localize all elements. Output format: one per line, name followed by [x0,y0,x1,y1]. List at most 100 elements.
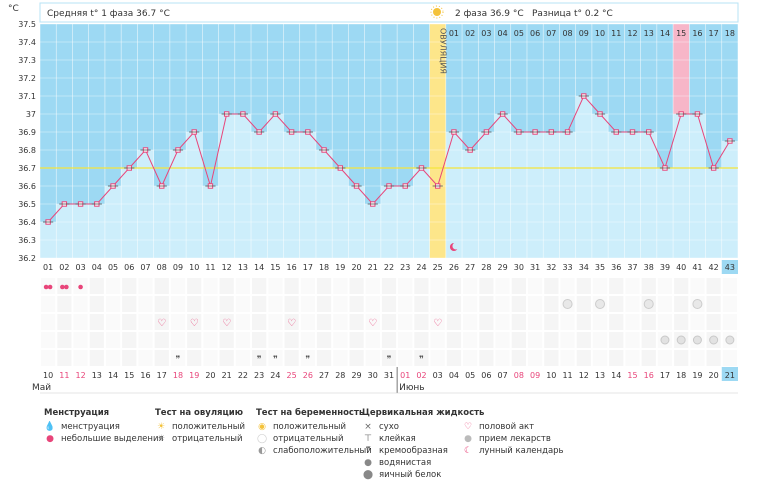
symbol-cell [138,296,153,312]
symbol-cell [511,314,526,330]
symbol-cell [446,296,462,312]
calendar-date: 18 [676,371,686,380]
symbol-cell [560,350,575,366]
symbol-cell [381,332,397,348]
cycle-day-label: 22 [384,263,394,272]
symbol-cell [674,314,689,330]
symbol-cell [73,296,88,312]
legend-ovulation-test: Тест на овуляцию ☀ положительный ☀ отрицат… [155,408,245,445]
calendar-date: 05 [465,371,475,380]
legend-cervical: Цервикальная жидкость × сухо ⊤ клейкая ❞ кр… [362,408,484,481]
symbol-cell [381,278,397,294]
symbol-cell [235,278,251,294]
month-may: Май [32,383,51,393]
legend-label: прием лекарств [479,434,551,444]
symbol-cell [544,296,559,312]
calendar-date: 04 [449,371,459,380]
symbol-cell [235,332,251,348]
symbol-cell [625,314,640,330]
symbol-cell [252,314,267,330]
symbol-cell [122,314,137,330]
legend-label: менструация [61,422,120,432]
symbol-cell [576,296,591,312]
phase2-day-label: 01 [449,29,459,38]
symbol-cell [560,278,575,294]
symbol-cell [73,314,88,330]
symbol-cell [479,278,494,294]
symbol-cell [333,332,348,348]
symbol-cell [89,296,104,312]
symbol-cell [511,332,526,348]
symbol-cell [690,350,705,366]
symbol-cell [105,350,121,366]
symbol-cell [365,296,380,312]
symbol-cell [203,350,218,366]
symbol-cell [479,350,494,366]
medication-marker [725,335,735,345]
menstruation-drop [64,284,69,290]
dry-icon: × [364,422,372,432]
symbol-cell [89,332,104,348]
symbol-cell [316,278,332,294]
symbol-cell [430,278,445,294]
drop-icon: ● [46,434,54,444]
symbol-cell [170,314,186,330]
phase2-day-label: 05 [514,29,524,38]
calendar-date: 07 [498,371,508,380]
legend-title: Цервикальная жидкость [362,408,485,418]
symbol-cell [284,332,299,348]
symbol-cell [592,350,608,366]
cycle-day-label: 16 [287,263,297,272]
symbol-cell [657,278,673,294]
legend-title: Тест на беременность [256,408,365,418]
symbol-cell [592,332,608,348]
symbol-cell [609,314,624,330]
cycle-day-label: 27 [465,263,475,272]
cycle-day-label: 40 [676,263,686,272]
legend-label: отрицательный [273,434,344,444]
calendar-date: 30 [368,371,378,380]
symbol-cell [187,314,202,330]
symbol-cell [252,278,267,294]
y-tick-label: 36.5 [18,200,36,209]
cycle-day-label: 07 [140,263,150,272]
test-negative-marker [562,299,573,309]
creamy-marker: ❞ [176,355,181,365]
symbol-cell [122,296,137,312]
symbol-cell [511,278,526,294]
symbol-cell [333,278,348,294]
symbol-cell [657,296,673,312]
legend-label: клейкая [379,434,416,444]
creamy-icon: ❞ [365,446,371,456]
current-day-highlight [721,260,738,274]
symbol-cell [446,332,462,348]
calendar-date: 15 [124,371,134,380]
cycle-day-label: 37 [627,263,637,272]
cycle-day-label: 26 [449,263,459,272]
test-negative-marker [643,299,654,309]
calendar-date: 16 [140,371,150,380]
medication-marker [692,335,702,345]
phase2-day-label: 18 [725,29,735,38]
calendar-date: 23 [254,371,264,380]
symbol-cell [544,350,559,366]
symbol-cell [203,278,218,294]
test-weak-icon: ◐ [258,446,266,456]
phase2-day-label: 08 [562,29,572,38]
symbol-cell [235,314,251,330]
symbol-cell [625,296,640,312]
symbol-cell [219,332,234,348]
calendar-date: 26 [303,371,313,380]
calendar-date: 25 [287,371,297,380]
symbol-cell [333,296,348,312]
symbol-cell [625,350,640,366]
cycle-day-label: 43 [725,263,735,272]
test-negative-marker [692,299,703,309]
symbol-cell [41,350,56,366]
symbol-cell [430,314,445,330]
calendar-date: 06 [481,371,491,380]
symbol-cell [398,296,413,312]
symbol-cell [609,350,624,366]
cycle-day-label: 21 [368,263,378,272]
symbol-cell [495,332,510,348]
